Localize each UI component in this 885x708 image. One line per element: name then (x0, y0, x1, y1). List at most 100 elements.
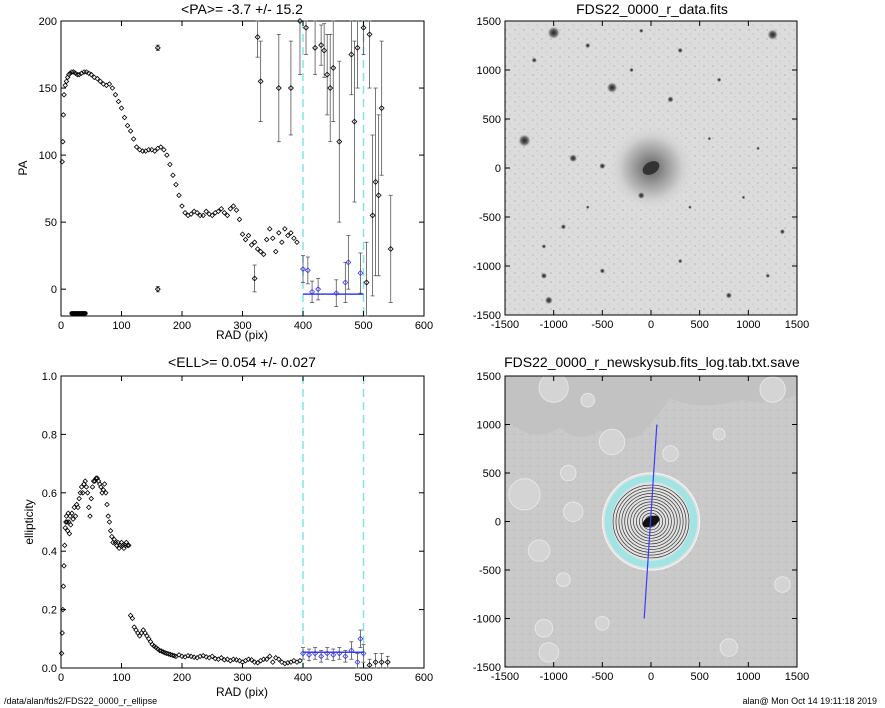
star-mask (559, 464, 577, 482)
error-point (318, 653, 325, 660)
y-tick-label: 100 (39, 150, 57, 162)
data-point (236, 657, 243, 664)
error-point (354, 659, 361, 666)
x-tick-label: 200 (173, 320, 191, 332)
data-point (86, 504, 92, 511)
error-point (363, 279, 370, 286)
data-point (61, 91, 67, 98)
y-tick-label: 200 (39, 16, 57, 28)
star-mask (508, 478, 541, 511)
ell-plot-frame (60, 375, 425, 669)
y-tick-label: 0.6 (42, 488, 57, 500)
data-point (194, 209, 200, 216)
data-point (83, 484, 90, 490)
star-mask (538, 642, 560, 663)
star-mask (562, 501, 584, 523)
data-point (78, 484, 85, 490)
data-point (269, 235, 276, 241)
data-point (179, 653, 185, 660)
data-point (251, 239, 258, 246)
data-point (158, 144, 164, 150)
y-tick-label: -1000 (473, 614, 501, 626)
data-point (83, 69, 90, 75)
y-tick-label: 0.0 (42, 663, 57, 675)
x-tick-label: 400 (294, 672, 312, 684)
data-point (191, 208, 197, 215)
x-tick-label: 0 (58, 320, 64, 332)
data-point (294, 659, 300, 665)
error-point (312, 44, 319, 51)
data-point (76, 495, 82, 502)
error-point (360, 24, 367, 31)
x-tick-label: 500 (354, 320, 372, 332)
data-point (279, 659, 285, 665)
x-tick-label: 600 (415, 320, 433, 332)
error-point (154, 286, 161, 293)
pa-guides (302, 21, 365, 316)
error-point (254, 34, 261, 41)
data-point (164, 152, 170, 158)
y-tick-label: 1000 (477, 420, 501, 432)
data-point (276, 656, 282, 663)
data-point (87, 513, 93, 519)
data-point (182, 209, 188, 216)
fit-annulus (604, 475, 698, 568)
pa-title: <PA>= -3.7 +/- 15.2 (181, 1, 303, 17)
x-tick-label: 600 (415, 672, 433, 684)
data-point (100, 487, 107, 493)
star (585, 205, 590, 210)
data-point (245, 656, 252, 663)
y-tick-label: 500 (483, 114, 501, 126)
star (741, 195, 746, 200)
data-point (82, 478, 88, 484)
star (541, 243, 547, 249)
data-point (64, 519, 70, 525)
data-point (285, 232, 291, 239)
ell-panel: <ELL>= 0.054 +/- 0.027 0 100 200 300 400 500 6… (22, 354, 433, 699)
error-point (303, 24, 309, 31)
y-tick-label: 1500 (477, 16, 501, 28)
error-point (345, 259, 352, 266)
star (599, 267, 606, 274)
error-point (309, 288, 316, 295)
x-tick-label: 500 (354, 672, 372, 684)
isophote (633, 504, 669, 539)
isophote (618, 490, 684, 553)
error-point (321, 47, 328, 54)
x-tick-label: -1000 (540, 319, 568, 331)
data-point (248, 657, 255, 663)
data-point (67, 70, 73, 77)
star (667, 95, 674, 103)
y-tick-label: 0 (51, 284, 57, 296)
error-point (348, 51, 355, 58)
star (765, 273, 771, 279)
footer-user-timestamp: alan@ Mon Oct 14 19:11:18 2019 (742, 696, 877, 706)
skysub-image-title: FDS22_0000_r_newskysub.fits_log.tab.txt.… (504, 354, 800, 370)
data-point (273, 248, 279, 255)
data-point (188, 211, 194, 217)
star (540, 272, 548, 280)
data-image-panel: FDS22_0000_r_data.fits -1500 -1000 -500 0 50… (473, 1, 809, 331)
data-point (224, 656, 231, 663)
error-point (297, 18, 303, 24)
data-point (61, 563, 67, 569)
y-tick-label: 1500 (477, 371, 501, 383)
x-tick-label: 0 (58, 672, 64, 684)
data-point (67, 522, 74, 528)
data-point (294, 239, 300, 246)
data-point (200, 652, 206, 659)
star (779, 228, 786, 235)
data-point (260, 251, 267, 258)
data-point (248, 242, 255, 248)
data-point (227, 657, 234, 664)
x-tick-label: 400 (294, 320, 312, 332)
data-point (101, 481, 108, 487)
star (677, 258, 683, 264)
data-point (227, 205, 234, 212)
data-point (173, 181, 179, 188)
data-point (221, 209, 228, 216)
data-point (282, 226, 288, 232)
y-tick-label: 0.2 (42, 605, 57, 617)
x-tick-label: 500 (690, 671, 708, 683)
